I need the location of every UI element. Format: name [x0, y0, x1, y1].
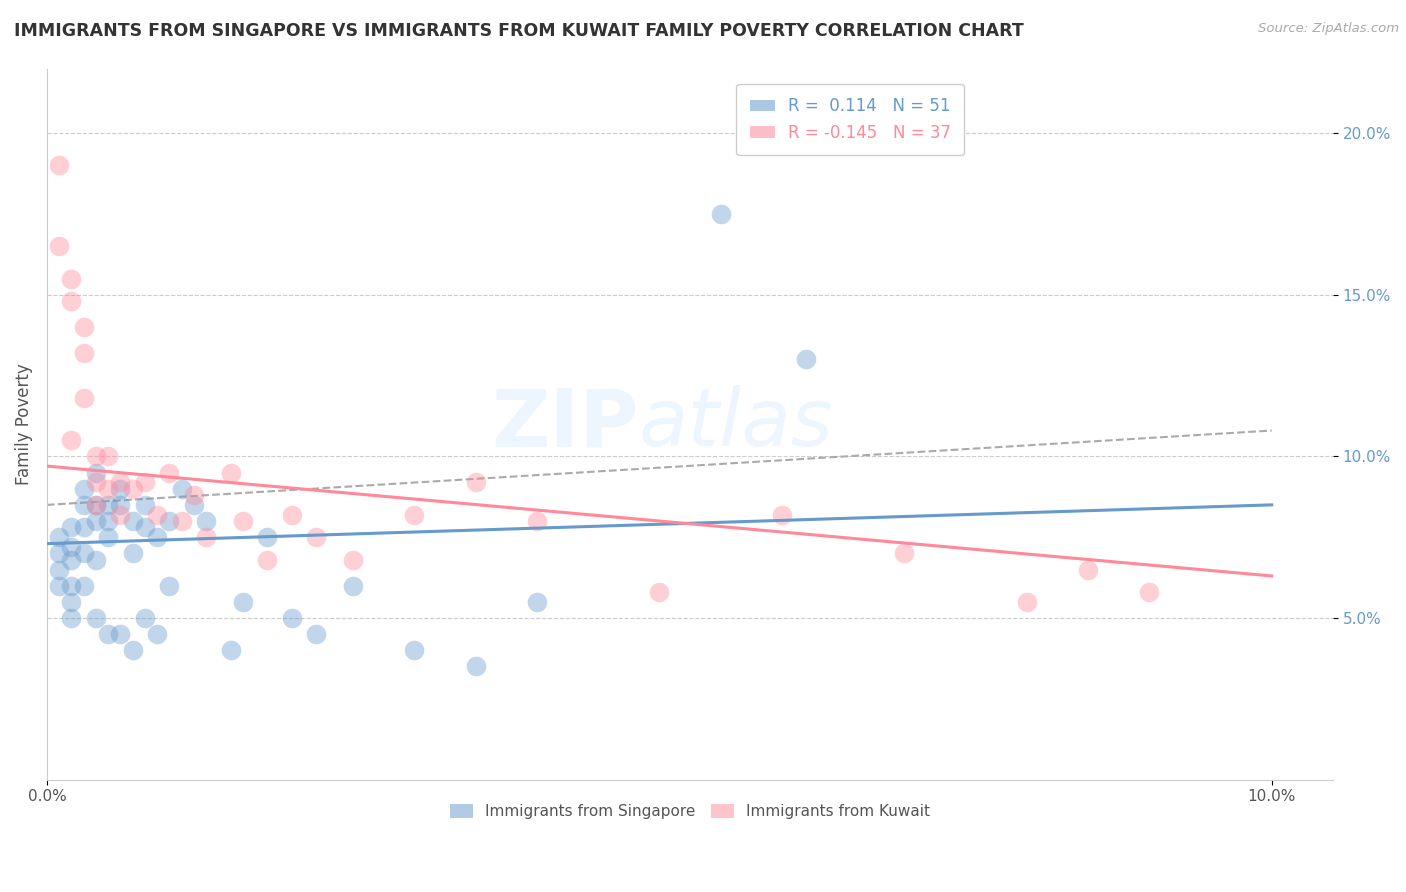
Point: [60, 271, 83, 285]
Point: [219, 466, 242, 480]
Point: [84, 450, 107, 464]
Point: [134, 611, 156, 625]
Point: [157, 579, 180, 593]
Point: [170, 482, 193, 496]
Point: [97, 530, 120, 544]
Point: [157, 466, 180, 480]
Point: [72, 520, 94, 534]
Point: [60, 434, 83, 448]
Point: [84, 553, 107, 567]
Point: [146, 530, 169, 544]
Point: [48, 579, 70, 593]
Point: [97, 514, 120, 528]
Point: [84, 475, 107, 490]
Point: [60, 595, 83, 609]
Point: [60, 553, 83, 567]
Point: [232, 514, 254, 528]
Point: [84, 611, 107, 625]
Point: [195, 530, 218, 544]
Point: [183, 498, 205, 512]
Point: [146, 508, 169, 522]
Point: [72, 482, 94, 496]
Point: [157, 514, 180, 528]
Point: [60, 540, 83, 554]
Point: [526, 514, 548, 528]
Point: [60, 611, 83, 625]
Point: [60, 294, 83, 309]
Point: [256, 530, 278, 544]
Point: [72, 320, 94, 334]
Point: [121, 643, 143, 657]
Point: [195, 514, 218, 528]
Point: [183, 488, 205, 502]
Point: [134, 475, 156, 490]
Point: [48, 530, 70, 544]
Point: [232, 595, 254, 609]
Point: [281, 611, 304, 625]
Point: [48, 239, 70, 253]
Point: [121, 546, 143, 560]
Text: atlas: atlas: [638, 385, 834, 463]
Point: [305, 627, 328, 641]
Point: [97, 482, 120, 496]
Legend: Immigrants from Singapore, Immigrants from Kuwait: Immigrants from Singapore, Immigrants fr…: [444, 798, 936, 825]
Point: [648, 585, 671, 599]
Point: [134, 520, 156, 534]
Point: [72, 346, 94, 360]
Point: [281, 508, 304, 522]
Point: [84, 466, 107, 480]
Y-axis label: Family Poverty: Family Poverty: [15, 363, 32, 485]
Point: [48, 159, 70, 173]
Point: [110, 498, 132, 512]
Point: [146, 627, 169, 641]
Point: [110, 482, 132, 496]
Point: [72, 498, 94, 512]
Text: IMMIGRANTS FROM SINGAPORE VS IMMIGRANTS FROM KUWAIT FAMILY POVERTY CORRELATION C: IMMIGRANTS FROM SINGAPORE VS IMMIGRANTS …: [14, 22, 1024, 40]
Point: [84, 498, 107, 512]
Point: [121, 514, 143, 528]
Point: [60, 579, 83, 593]
Point: [464, 475, 486, 490]
Point: [1137, 585, 1160, 599]
Text: ZIP: ZIP: [491, 385, 638, 463]
Point: [110, 508, 132, 522]
Point: [305, 530, 328, 544]
Point: [1077, 562, 1099, 576]
Point: [121, 482, 143, 496]
Point: [893, 546, 915, 560]
Point: [84, 498, 107, 512]
Point: [110, 627, 132, 641]
Point: [219, 643, 242, 657]
Point: [770, 508, 793, 522]
Text: Source: ZipAtlas.com: Source: ZipAtlas.com: [1258, 22, 1399, 36]
Point: [256, 553, 278, 567]
Point: [404, 643, 426, 657]
Point: [526, 595, 548, 609]
Point: [48, 562, 70, 576]
Point: [709, 207, 731, 221]
Point: [404, 508, 426, 522]
Point: [97, 627, 120, 641]
Point: [464, 659, 486, 673]
Point: [1015, 595, 1038, 609]
Point: [170, 514, 193, 528]
Point: [342, 553, 364, 567]
Point: [97, 450, 120, 464]
Point: [60, 520, 83, 534]
Point: [84, 514, 107, 528]
Point: [97, 498, 120, 512]
Point: [48, 546, 70, 560]
Point: [72, 579, 94, 593]
Point: [110, 475, 132, 490]
Point: [72, 546, 94, 560]
Point: [134, 498, 156, 512]
Point: [72, 391, 94, 405]
Point: [794, 352, 817, 367]
Point: [342, 579, 364, 593]
